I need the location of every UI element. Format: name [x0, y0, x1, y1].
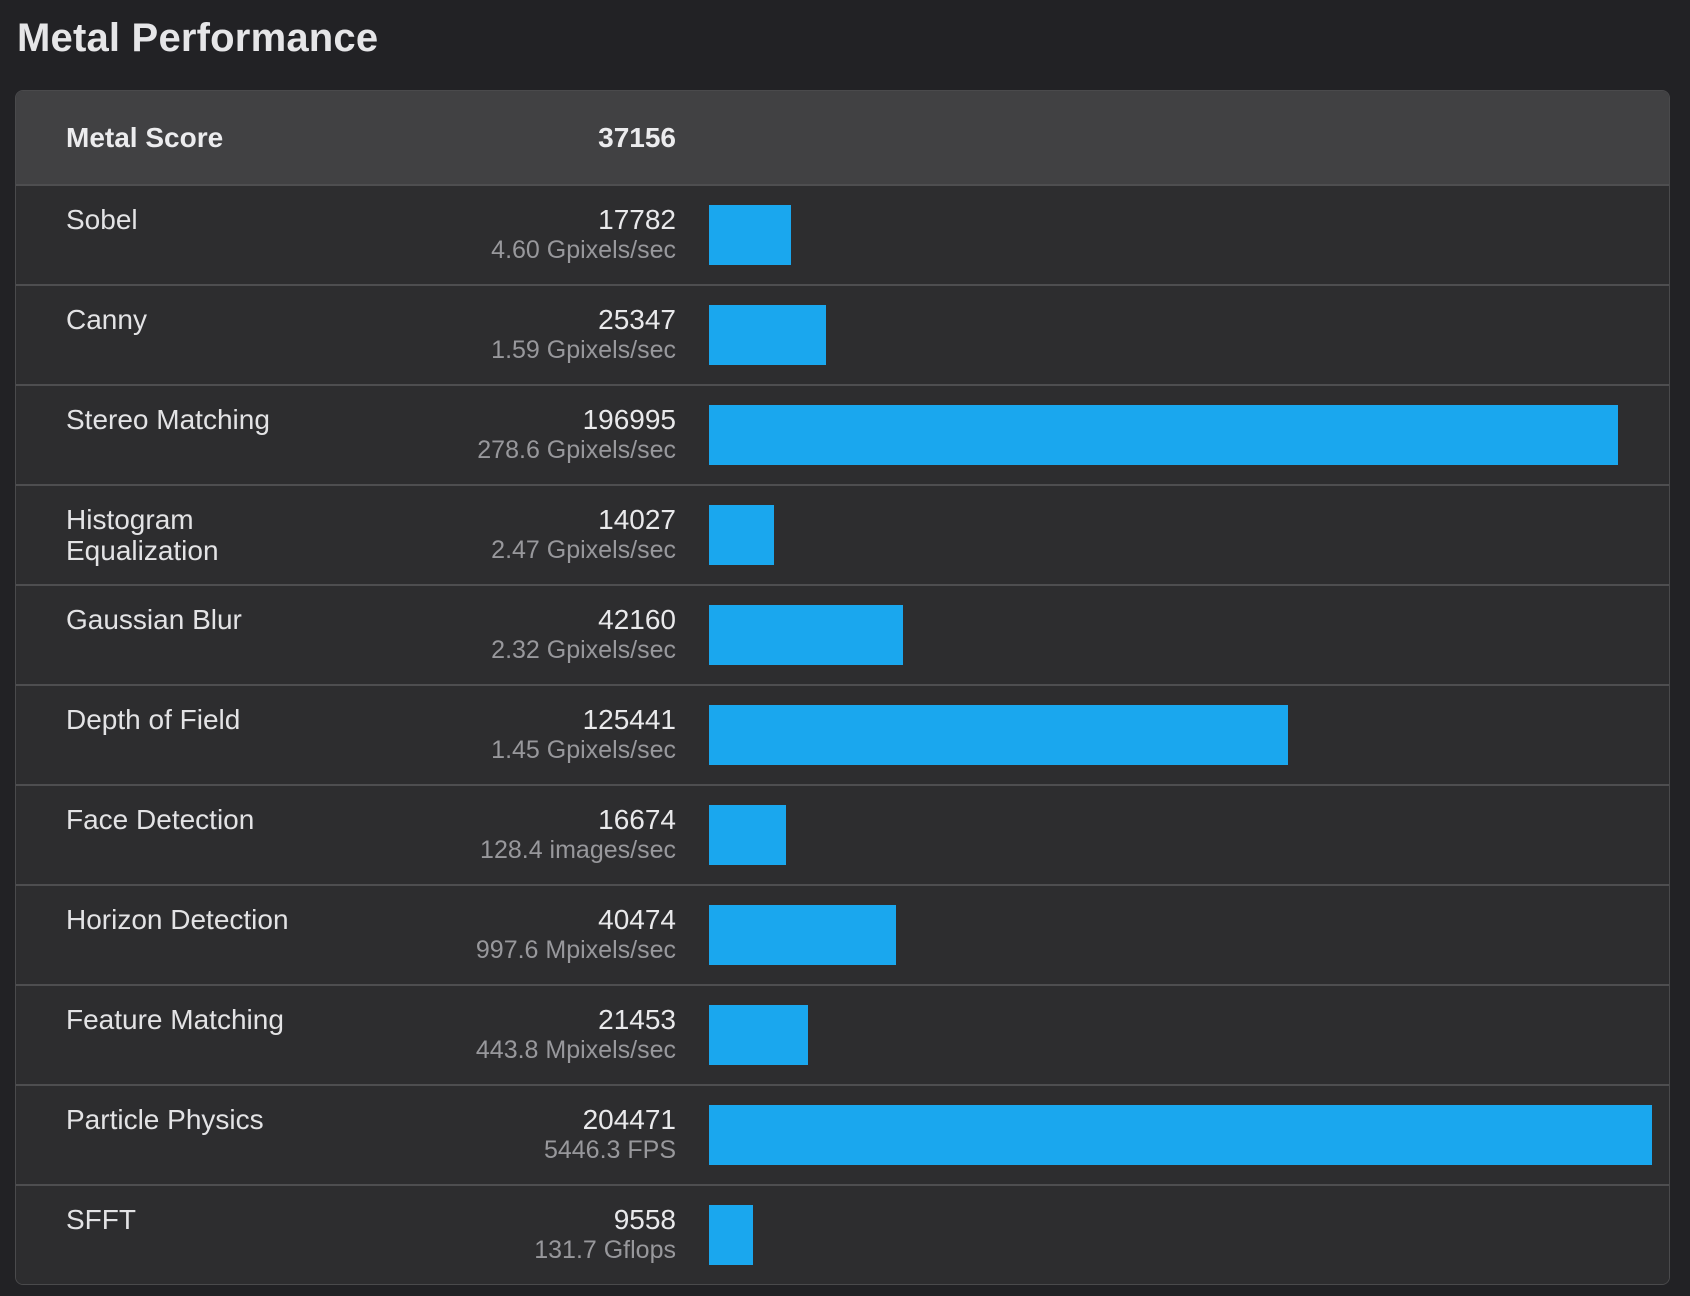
benchmark-name: Face Detection — [66, 804, 255, 835]
benchmark-row: Face Detection 16674 128.4 images/sec — [16, 784, 1669, 884]
benchmark-score: 16674 — [598, 804, 676, 835]
benchmark-rate: 4.60 Gpixels/sec — [491, 236, 676, 264]
score-bar — [709, 205, 791, 265]
benchmark-row: Canny 25347 1.59 Gpixels/sec — [16, 284, 1669, 384]
metal-score-label: Metal Score — [66, 122, 224, 153]
benchmark-name: Depth of Field — [66, 704, 241, 735]
benchmark-values: 125441 1.45 Gpixels/sec — [346, 704, 676, 766]
score-bar — [709, 1205, 754, 1265]
benchmark-rate: 131.7 Gflops — [534, 1236, 676, 1264]
benchmark-score: 204471 — [582, 1104, 676, 1135]
benchmark-row: Stereo Matching 196995 278.6 Gpixels/sec — [16, 384, 1669, 484]
benchmark-score: 17782 — [598, 204, 676, 235]
score-bar — [709, 505, 774, 565]
benchmark-score: 40474 — [598, 904, 676, 935]
page-title: Metal Performance — [17, 16, 379, 60]
benchmark-values: 17782 4.60 Gpixels/sec — [346, 204, 676, 266]
benchmark-values: 196995 278.6 Gpixels/sec — [346, 404, 676, 466]
benchmark-score: 42160 — [598, 604, 676, 635]
score-bar-track — [709, 805, 1652, 865]
benchmark-name: SFFT — [66, 1204, 136, 1235]
metal-score-value: 37156 — [598, 122, 676, 153]
benchmark-score: 25347 — [598, 304, 676, 335]
benchmark-values: 21453 443.8 Mpixels/sec — [346, 1004, 676, 1066]
benchmark-row: SFFT 9558 131.7 Gflops — [16, 1184, 1669, 1284]
benchmark-score: 21453 — [598, 1004, 676, 1035]
benchmark-values: 14027 2.47 Gpixels/sec — [346, 504, 676, 566]
score-bar-track — [709, 605, 1652, 665]
benchmark-values: 40474 997.6 Mpixels/sec — [346, 904, 676, 966]
score-bar-track — [709, 905, 1652, 965]
benchmark-rate: 1.59 Gpixels/sec — [491, 336, 676, 364]
benchmark-values: 204471 5446.3 FPS — [346, 1104, 676, 1166]
benchmark-rate: 1.45 Gpixels/sec — [491, 736, 676, 764]
score-bar-track — [709, 1105, 1652, 1165]
score-bar — [709, 805, 786, 865]
benchmark-rate: 278.6 Gpixels/sec — [477, 436, 676, 464]
benchmark-row: Depth of Field 125441 1.45 Gpixels/sec — [16, 684, 1669, 784]
benchmark-name: Horizon Detection — [66, 904, 289, 935]
benchmark-values: 16674 128.4 images/sec — [346, 804, 676, 866]
benchmark-rate: 997.6 Mpixels/sec — [475, 936, 676, 964]
benchmark-rate: 5446.3 FPS — [543, 1136, 676, 1164]
benchmark-name: Canny — [66, 304, 147, 335]
benchmark-name: Histogram Equalization — [66, 504, 219, 566]
benchmark-row: Histogram Equalization 14027 2.47 Gpixel… — [16, 484, 1669, 584]
score-bar-track — [709, 405, 1652, 465]
score-bar — [709, 905, 896, 965]
score-bar-track — [709, 705, 1652, 765]
metal-performance-table: Metal Score 37156 Sobel 17782 4.60 Gpixe… — [15, 90, 1670, 1285]
benchmark-score: 9558 — [613, 1204, 676, 1235]
benchmark-score: 196995 — [582, 404, 676, 435]
benchmark-values: 9558 131.7 Gflops — [346, 1204, 676, 1266]
benchmark-score: 125441 — [582, 704, 676, 735]
score-bar-track — [709, 1005, 1652, 1065]
score-bar-track — [709, 205, 1652, 265]
benchmark-values: 42160 2.32 Gpixels/sec — [346, 604, 676, 666]
benchmark-score: 14027 — [598, 504, 676, 535]
table-header-row: Metal Score 37156 — [16, 91, 1669, 184]
benchmark-name: Particle Physics — [66, 1104, 264, 1135]
benchmark-rows: Sobel 17782 4.60 Gpixels/sec Canny 25347… — [16, 184, 1669, 1284]
score-bar-track — [709, 305, 1652, 365]
benchmark-rate: 443.8 Mpixels/sec — [475, 1036, 676, 1064]
benchmark-row: Particle Physics 204471 5446.3 FPS — [16, 1084, 1669, 1184]
score-bar-track — [709, 505, 1652, 565]
benchmark-name: Feature Matching — [66, 1004, 284, 1035]
score-bar — [709, 1105, 1652, 1165]
score-bar — [709, 705, 1288, 765]
score-bar — [709, 405, 1618, 465]
benchmark-rate: 2.47 Gpixels/sec — [491, 536, 676, 564]
benchmark-rate: 128.4 images/sec — [480, 836, 676, 864]
score-bar-track — [709, 1205, 1652, 1265]
benchmark-row: Feature Matching 21453 443.8 Mpixels/sec — [16, 984, 1669, 1084]
score-bar — [709, 1005, 808, 1065]
benchmark-row: Gaussian Blur 42160 2.32 Gpixels/sec — [16, 584, 1669, 684]
benchmark-name: Sobel — [66, 204, 138, 235]
benchmark-name: Gaussian Blur — [66, 604, 242, 635]
benchmark-rate: 2.32 Gpixels/sec — [491, 636, 676, 664]
benchmark-row: Sobel 17782 4.60 Gpixels/sec — [16, 184, 1669, 284]
benchmark-name: Stereo Matching — [66, 404, 270, 435]
score-bar — [709, 605, 904, 665]
benchmark-row: Horizon Detection 40474 997.6 Mpixels/se… — [16, 884, 1669, 984]
benchmark-values: 25347 1.59 Gpixels/sec — [346, 304, 676, 366]
score-bar — [709, 305, 826, 365]
